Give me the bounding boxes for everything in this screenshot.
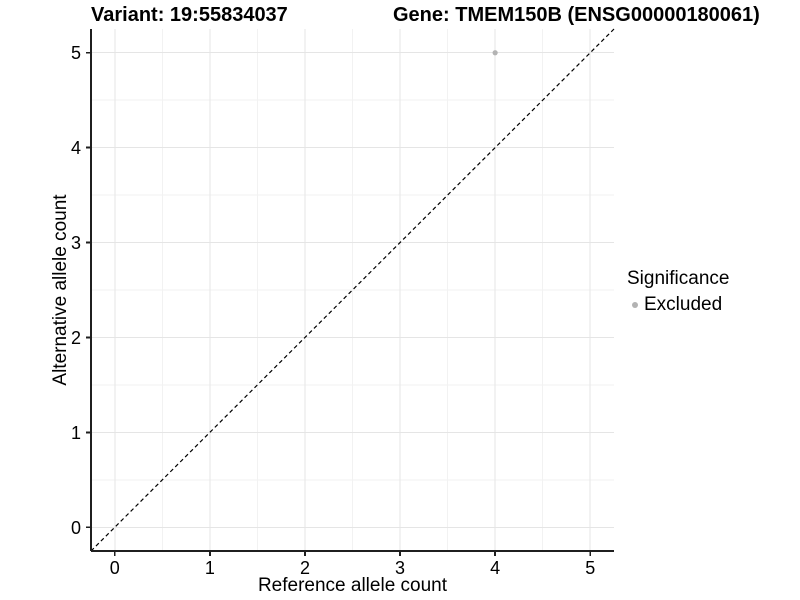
svg-text:5: 5 (71, 43, 81, 63)
gene-title: Gene: TMEM150B (ENSG00000180061) (393, 4, 760, 26)
grid-major (91, 29, 614, 551)
legend-item-label: Excluded (644, 293, 723, 315)
grid-minor (91, 29, 614, 551)
excluded-point-icon (632, 302, 638, 309)
svg-text:4: 4 (490, 558, 500, 578)
y-tick-labels: 0 1 2 3 4 5 (71, 43, 81, 538)
axis-lines (90, 29, 614, 552)
svg-text:5: 5 (585, 558, 595, 578)
svg-text:0: 0 (71, 518, 81, 538)
legend-item-excluded: Excluded (627, 294, 729, 317)
plot-panel: 0 1 2 3 4 5 0 1 2 3 4 5 (71, 28, 615, 578)
tick-marks (86, 51, 592, 556)
svg-text:3: 3 (71, 233, 81, 253)
svg-text:1: 1 (71, 423, 81, 443)
svg-text:2: 2 (300, 558, 310, 578)
svg-text:1: 1 (205, 558, 215, 578)
data-points (492, 50, 498, 56)
legend: Significance Excluded (627, 268, 729, 317)
legend-title: Significance (627, 268, 730, 289)
svg-text:0: 0 (110, 558, 120, 578)
x-tick-labels: 0 1 2 3 4 5 (110, 558, 595, 578)
svg-text:2: 2 (71, 328, 81, 348)
x-axis-label: Reference allele count (257, 575, 448, 596)
variant-title: Variant: 19:55834037 (91, 4, 288, 26)
svg-text:4: 4 (71, 138, 81, 158)
svg-text:3: 3 (395, 558, 405, 578)
y-axis-label: Alternative allele count (50, 194, 71, 386)
